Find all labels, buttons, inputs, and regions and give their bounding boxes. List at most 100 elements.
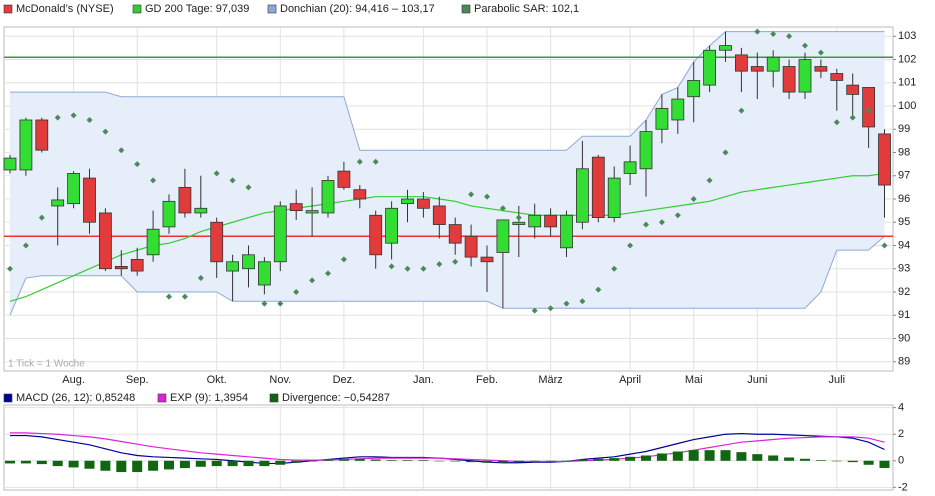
divergence-bar	[593, 458, 604, 461]
sar-dot	[388, 263, 395, 270]
legend-label: McDonald’s (NYSE)	[16, 3, 114, 15]
y-tick-label: 100	[898, 100, 916, 112]
divergence-bar	[704, 450, 715, 461]
x-tick-label: Juni	[747, 374, 767, 386]
legend-label: Donchian (20): 94,416 – 103,17	[280, 3, 435, 15]
divergence-bar	[561, 460, 572, 462]
x-tick-label: Mai	[685, 374, 703, 386]
y-tick-label: 94	[898, 239, 910, 251]
divergence-bar	[354, 458, 365, 461]
legend-swatch	[461, 4, 471, 14]
sar-dot	[436, 261, 443, 268]
y-tick-label: 89	[898, 356, 910, 368]
y-tick-label: -2	[898, 481, 908, 493]
y-tick-label: 95	[898, 216, 910, 228]
candle-body	[353, 189, 367, 200]
candle-body	[878, 133, 891, 186]
candle-body	[385, 207, 399, 244]
sar-dot	[770, 30, 777, 37]
divergence-bar	[879, 460, 890, 468]
sar-dot	[166, 293, 172, 300]
divergence-bar	[243, 460, 254, 467]
divergence-bar	[370, 459, 381, 461]
sar-dot	[134, 161, 141, 168]
sar-dot	[372, 158, 379, 165]
sar-dot	[643, 221, 649, 228]
sar-dot	[658, 219, 665, 226]
candle-body	[194, 207, 208, 214]
legend-swatch	[3, 393, 13, 403]
x-tick-label: April	[619, 374, 641, 386]
divergence-bar	[52, 460, 63, 467]
sar-dot	[54, 114, 61, 121]
donchian-band	[10, 31, 885, 316]
candle-body	[782, 66, 796, 93]
y-tick-label: 92	[898, 286, 910, 298]
divergence-bar	[736, 452, 747, 461]
divergence-bar	[800, 458, 810, 461]
divergence-bar	[784, 457, 795, 461]
divergence-bar	[466, 460, 477, 463]
divergence-bar	[132, 460, 143, 473]
candle-body	[576, 168, 589, 223]
plot-area	[3, 404, 894, 491]
sar-dot	[197, 275, 204, 282]
divergence-bar	[831, 460, 842, 462]
divergence-bar	[863, 460, 874, 465]
sar-dot	[738, 107, 745, 114]
candle-body	[99, 212, 112, 270]
sar-dot	[579, 298, 586, 305]
divergence-bar	[148, 460, 159, 471]
candle-body	[639, 131, 653, 170]
sar-dot	[802, 42, 808, 49]
sar-dot	[70, 112, 77, 119]
candle-body	[591, 156, 605, 218]
sar-dot	[611, 265, 618, 272]
divergence-bar	[641, 455, 651, 461]
divergence-bar	[497, 460, 508, 463]
sar-dot	[452, 258, 459, 265]
candle-body	[512, 221, 526, 225]
candle-body	[416, 198, 430, 209]
divergence-bar	[36, 460, 47, 465]
x-tick-label: Sep.	[126, 374, 149, 386]
divergence-bar	[482, 460, 492, 463]
candle-body	[67, 173, 80, 205]
candle-body	[35, 119, 49, 151]
divergence-bar	[307, 460, 318, 462]
legend-swatch	[3, 4, 13, 14]
sar-dot	[86, 116, 93, 123]
divergence-bar	[450, 460, 461, 462]
candle-body	[448, 224, 462, 244]
x-tick-label: Nov.	[269, 374, 291, 386]
sar-dot	[245, 184, 252, 191]
sar-dot	[627, 242, 634, 249]
sar-dot	[404, 265, 411, 272]
divergence-bar	[20, 460, 31, 464]
candle-body	[321, 180, 335, 214]
candle-body	[226, 261, 240, 272]
y-tick-label: 90	[898, 332, 910, 344]
divergence-bar	[164, 460, 174, 470]
divergence-bar	[847, 460, 858, 463]
candle-body	[305, 210, 319, 214]
x-tick-label: Okt.	[207, 374, 227, 386]
y-tick-label: 2	[898, 428, 904, 440]
y-tick-label: 0	[898, 455, 904, 467]
legend-label: Parabolic SAR: 102,1	[474, 3, 579, 15]
candle-body	[369, 214, 383, 256]
sar-dot	[181, 293, 188, 300]
sar-dot	[150, 177, 157, 184]
sar-dot	[499, 205, 506, 212]
y-tick-label: 103	[898, 30, 916, 42]
divergence-bar	[768, 455, 779, 461]
sar-dot	[7, 265, 13, 272]
x-tick-label: Jan.	[413, 374, 434, 386]
sar-dot	[277, 300, 284, 307]
candle-body	[671, 98, 685, 121]
y-tick-label: 98	[898, 146, 910, 158]
line	[10, 432, 885, 463]
sar-dot	[484, 193, 490, 200]
sar-dot	[754, 28, 761, 35]
divergence-bar	[275, 460, 286, 465]
